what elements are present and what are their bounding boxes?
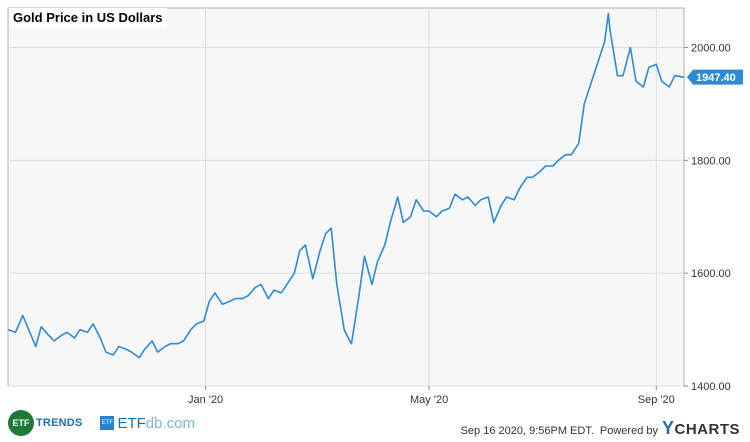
footer-attribution: Sep 16 2020, 9:56PM EDT. Powered by YCHA… [461,418,740,439]
chart-title: Gold Price in US Dollars [9,8,167,27]
etfdb-suffix: db.com [145,414,195,432]
y-tick-label: 1600.00 [691,268,731,280]
ycharts-logo-rest: CHARTS [674,421,740,438]
etf-trends-wordmark: TRENDS [36,417,83,429]
y-axis: 1400.00 1600.00 1800.00 2000.00 [684,42,731,393]
x-tick-label: Jan '20 [188,394,223,406]
current-value-marker: 1947.40 [687,69,743,85]
etf-trends-circle-icon: ETF [8,410,34,436]
ycharts-logo-y: Y [661,418,675,438]
y-tick-label: 1400.00 [691,381,731,393]
grid-lines [8,8,684,387]
y-tick-label: 2000.00 [691,42,731,54]
current-value-badge [687,69,743,85]
x-tick-label: May '20 [410,394,448,406]
etf-trends-logo[interactable]: ETF TRENDS [8,410,82,436]
powered-by-text: Powered by [599,425,658,437]
footer-logos: ETF TRENDS ETF ETFdb.com [8,408,195,438]
timestamp: Sep 16 2020, 9:56PM EDT. [460,425,594,437]
x-axis: Jan '20 May '20 Sep '20 [188,386,675,406]
x-tick-label: Sep '20 [638,394,675,406]
price-series-line [7,12,685,359]
current-value-label: 1947.40 [696,72,736,84]
plot-area [7,7,685,387]
etfdb-prefix: ETF [117,414,146,432]
ycharts-logo[interactable]: YCHARTS [662,418,740,439]
etfdb-square-icon: ETF [100,416,115,430]
etfdb-wordmark: ETFdb.com [117,415,195,432]
y-tick-label: 1800.00 [691,155,731,167]
etfdb-logo[interactable]: ETF ETFdb.com [100,415,195,432]
